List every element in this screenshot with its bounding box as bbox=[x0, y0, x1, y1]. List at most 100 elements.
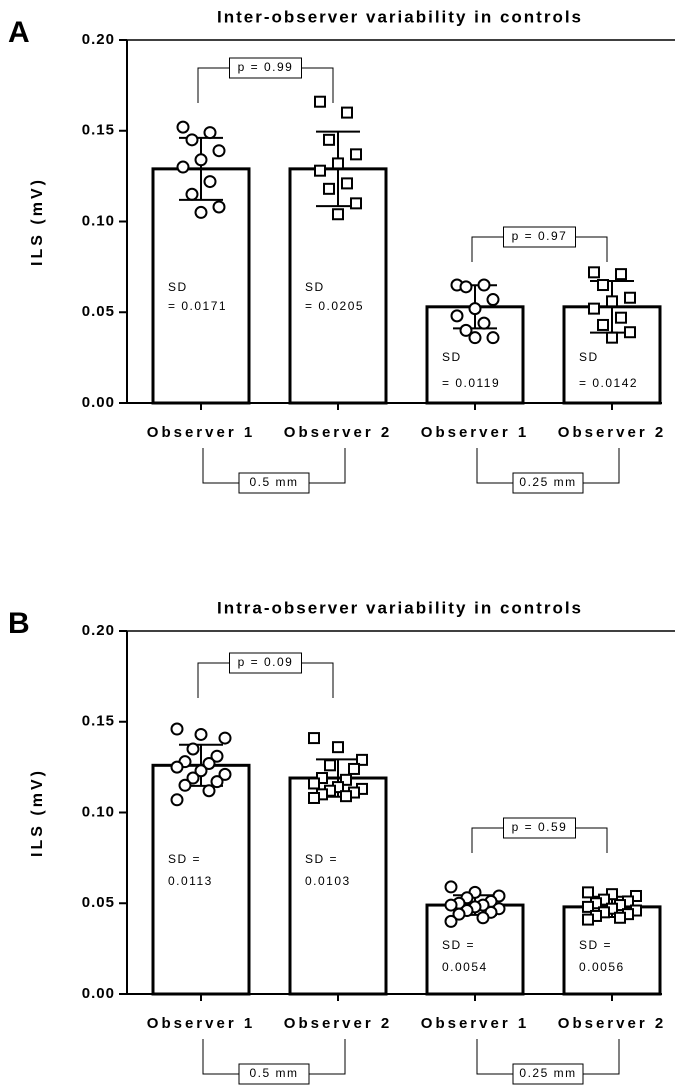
y-tick-label: 0.00 bbox=[82, 394, 115, 411]
sd-label: 0.0054 bbox=[442, 960, 488, 974]
sd-label: 0.0103 bbox=[305, 874, 351, 888]
data-point bbox=[210, 775, 224, 789]
x-tick-label: Observer 1 bbox=[421, 424, 529, 441]
group-box bbox=[238, 1063, 310, 1085]
data-point bbox=[597, 318, 609, 331]
data-point bbox=[459, 323, 473, 337]
data-point bbox=[615, 268, 627, 281]
data-point bbox=[170, 793, 184, 807]
data-point bbox=[218, 767, 232, 781]
comparison-box bbox=[503, 817, 576, 839]
y-tick-label: 0.10 bbox=[82, 803, 115, 820]
sd-label: SD = bbox=[168, 852, 201, 866]
data-point bbox=[212, 200, 226, 214]
comparison-label: p = 0.09 bbox=[238, 655, 294, 669]
sd-label: SD bbox=[579, 350, 599, 364]
y-tick-label: 0.05 bbox=[82, 894, 115, 911]
group-box bbox=[512, 472, 584, 494]
sd-label: = 0.0171 bbox=[168, 299, 227, 313]
data-point bbox=[588, 302, 600, 315]
x-tick-label: Observer 1 bbox=[421, 1015, 529, 1032]
data-point bbox=[194, 764, 208, 778]
comparison-label: p = 0.99 bbox=[238, 60, 294, 74]
data-point bbox=[323, 133, 335, 146]
data-point bbox=[486, 293, 500, 307]
data-point bbox=[176, 120, 190, 134]
x-tick-label: Observer 2 bbox=[558, 424, 666, 441]
data-point bbox=[340, 773, 352, 786]
data-point bbox=[194, 727, 208, 741]
data-point bbox=[624, 291, 636, 304]
data-point bbox=[582, 913, 594, 926]
data-point bbox=[459, 280, 473, 294]
data-point bbox=[186, 771, 200, 785]
x-tick-label: Observer 1 bbox=[147, 424, 255, 441]
data-point bbox=[444, 914, 458, 928]
data-point bbox=[176, 160, 190, 174]
data-point bbox=[185, 133, 199, 147]
data-point bbox=[452, 907, 466, 921]
data-point bbox=[582, 886, 594, 899]
sd-label: SD = bbox=[305, 852, 338, 866]
sd-label: = 0.0205 bbox=[305, 299, 364, 313]
data-point bbox=[340, 790, 352, 803]
data-point bbox=[444, 880, 458, 894]
data-point bbox=[468, 331, 482, 345]
data-point bbox=[324, 759, 336, 772]
data-point bbox=[203, 175, 217, 189]
data-point bbox=[588, 266, 600, 279]
group-label: 0.25 mm bbox=[519, 1066, 576, 1080]
data-point bbox=[356, 753, 368, 766]
data-point bbox=[323, 182, 335, 195]
y-tick-label: 0.20 bbox=[82, 622, 115, 639]
group-label: 0.5 mm bbox=[249, 1066, 298, 1080]
sd-label: 0.0113 bbox=[168, 874, 213, 888]
sd-label: SD bbox=[305, 280, 325, 294]
panel-letter: A bbox=[8, 16, 30, 49]
data-point bbox=[194, 205, 208, 219]
data-point bbox=[477, 316, 491, 330]
chart-title: Intra-observer variability in controls bbox=[217, 598, 583, 617]
data-point bbox=[486, 331, 500, 345]
data-point bbox=[606, 295, 618, 308]
panel-letter: B bbox=[8, 607, 30, 640]
data-point bbox=[350, 148, 362, 161]
data-point bbox=[606, 331, 618, 344]
x-tick-label: Observer 2 bbox=[284, 1015, 392, 1032]
data-point bbox=[308, 777, 320, 790]
data-point bbox=[582, 900, 594, 913]
comparison-box bbox=[229, 57, 302, 79]
y-tick-label: 0.15 bbox=[82, 122, 115, 139]
y-tick-label: 0.15 bbox=[82, 713, 115, 730]
data-point bbox=[170, 760, 184, 774]
data-point bbox=[210, 749, 224, 763]
data-point bbox=[332, 157, 344, 170]
y-tick-label: 0.10 bbox=[82, 212, 115, 229]
x-tick-label: Observer 2 bbox=[558, 1015, 666, 1032]
data-point bbox=[476, 911, 490, 925]
data-point bbox=[468, 302, 482, 316]
data-point bbox=[212, 144, 226, 158]
data-point bbox=[477, 278, 491, 292]
data-point bbox=[444, 898, 458, 912]
data-point bbox=[202, 784, 216, 798]
data-point bbox=[185, 187, 199, 201]
y-axis-label: ILS (mV) bbox=[29, 768, 46, 857]
comparison-label: p = 0.59 bbox=[512, 820, 568, 834]
y-tick-label: 0.20 bbox=[82, 31, 115, 48]
data-point bbox=[615, 311, 627, 324]
data-point bbox=[308, 732, 320, 745]
data-point bbox=[218, 731, 232, 745]
data-point bbox=[348, 762, 360, 775]
comparison-label: p = 0.97 bbox=[512, 229, 568, 243]
data-point bbox=[314, 95, 326, 108]
data-point bbox=[332, 208, 344, 221]
sd-label: SD bbox=[168, 280, 188, 294]
y-tick-label: 0.00 bbox=[82, 985, 115, 1002]
data-point bbox=[186, 742, 200, 756]
data-point bbox=[178, 778, 192, 792]
data-point bbox=[308, 791, 320, 804]
y-axis-label: ILS (mV) bbox=[29, 177, 46, 266]
comparison-box bbox=[229, 652, 302, 674]
